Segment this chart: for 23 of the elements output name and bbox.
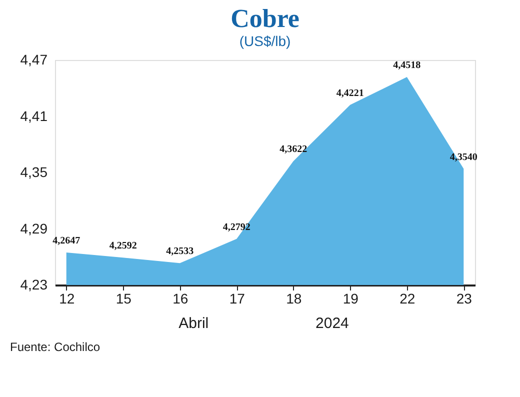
x-tick-label: 16 [172, 290, 188, 306]
y-tick-label: 4,41 [20, 108, 48, 124]
x-tick-label: 12 [59, 290, 75, 306]
data-label: 4,2592 [109, 240, 137, 252]
y-tick-label: 4,23 [20, 276, 48, 292]
x-tick-label: 17 [229, 290, 246, 306]
x-tick-label: 23 [456, 290, 472, 306]
data-label: 4,2533 [166, 246, 194, 258]
data-label: 4,4221 [336, 88, 364, 99]
x-tick-label: 22 [400, 290, 416, 306]
y-tick-label: 4,47 [20, 52, 48, 68]
y-tick-label: 4,29 [20, 220, 48, 236]
data-label: 4,2647 [52, 235, 80, 246]
data-label: 4,4518 [393, 60, 421, 72]
x-tick-label: 19 [342, 290, 359, 306]
source-note: Fuente: Cochilco [10, 340, 100, 354]
chart-title: Cobre [230, 4, 300, 33]
chart-subtitle: (US$/lb) [239, 33, 291, 49]
y-tick-label: 4,35 [20, 164, 48, 180]
x-tick-label: 15 [116, 290, 132, 306]
text: Abril [178, 315, 209, 332]
text: 2024 [316, 315, 349, 332]
x-tick-label: 18 [286, 290, 302, 306]
